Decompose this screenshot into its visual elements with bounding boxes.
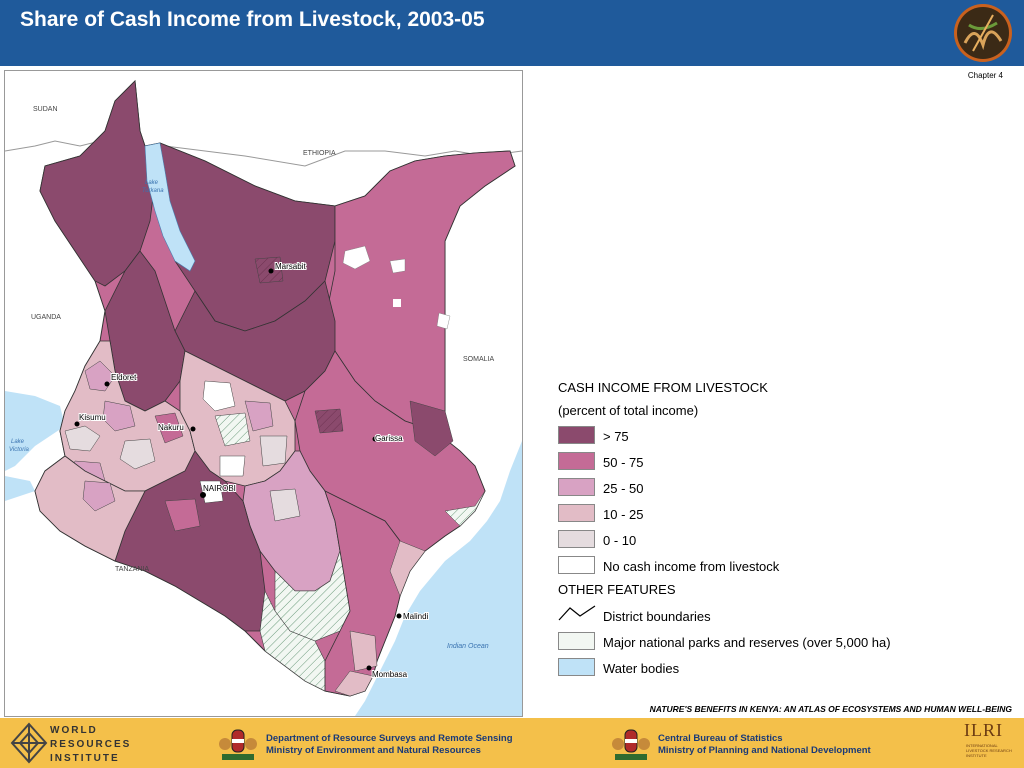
lake-turkana: [144, 142, 196, 272]
legend-label-water: Water bodies: [603, 661, 680, 676]
swatch-water: [558, 658, 595, 676]
ilri-logo: ILRI INTERNATIONAL LIVESTOCK RESEARCH IN…: [964, 720, 1012, 758]
wri-logo-icon: [10, 722, 48, 764]
legend-other-title: OTHER FEATURES: [558, 582, 676, 597]
atlas-note: NATURE'S BENEFITS IN KENYA: AN ATLAS OF …: [649, 704, 1012, 714]
svg-text:Indian Ocean: Indian Ocean: [447, 643, 489, 650]
chapter-label: Chapter 4: [967, 71, 1003, 80]
legend-label-25-50: 25 - 50: [603, 481, 644, 496]
city-eldoret: Eldoret: [111, 373, 137, 382]
svg-text:Turkana: Turkana: [142, 188, 164, 194]
label-ethiopia: ETHIOPIA: [303, 150, 336, 157]
city-malindi: Malindi: [403, 612, 429, 621]
dept-central-bureau: Central Bureau of Statistics Ministry of…: [658, 733, 871, 756]
label-somalia: SOMALIA: [463, 356, 494, 363]
livestock-emblem-icon: [954, 4, 1012, 62]
kenya-coat-of-arms-icon: [219, 729, 257, 760]
svg-text:Lake: Lake: [145, 180, 159, 186]
city-garissa: Garissa: [375, 434, 403, 443]
city-nairobi: NAIROBI: [203, 484, 236, 493]
city-nakuru: Nakuru: [158, 423, 184, 432]
lake-victoria: [5, 391, 65, 471]
header-bar: Share of Cash Income from Livestock, 200…: [0, 0, 1024, 66]
swatch-gt75: [558, 426, 595, 444]
legend-label-districts: District boundaries: [603, 609, 711, 624]
legend-label-gt75: > 75: [603, 429, 629, 444]
swatch-0-10: [558, 530, 595, 548]
map-svg: SUDAN ETHIOPIA UGANDA SOMALIA TANZANIA L…: [5, 71, 522, 716]
wri-name: WORLD RESOURCES INSTITUTE: [50, 725, 132, 764]
legend-label-parks: Major national parks and reserves (over …: [603, 635, 891, 650]
legend-label-50-75: 50 - 75: [603, 455, 644, 470]
label-tanzania: TANZANIA: [115, 566, 149, 573]
svg-text:Lake: Lake: [11, 439, 25, 445]
svg-text:Victoria: Victoria: [9, 447, 30, 453]
district-boundary-icon: [558, 605, 596, 621]
swatch-parks: [558, 632, 595, 650]
legend-title: CASH INCOME FROM LIVESTOCK: [558, 380, 768, 395]
legend-label-none: No cash income from livestock: [603, 559, 780, 574]
swatch-50-75: [558, 452, 595, 470]
city-mombasa: Mombasa: [372, 670, 408, 679]
label-uganda: UGANDA: [31, 314, 61, 321]
label-sudan: SUDAN: [33, 106, 58, 113]
dept-resource-surveys: Department of Resource Surveys and Remot…: [266, 733, 513, 756]
swatch-none: [558, 556, 595, 574]
legend-label-10-25: 10 - 25: [603, 507, 644, 522]
page-title: Share of Cash Income from Livestock, 200…: [20, 8, 485, 31]
legend-label-0-10: 0 - 10: [603, 533, 637, 548]
footer-bar: WORLD RESOURCES INSTITUTE Department of …: [0, 718, 1024, 768]
indian-ocean: [355, 441, 522, 716]
city-kisumu: Kisumu: [79, 413, 106, 422]
swatch-25-50: [558, 478, 595, 496]
kenya-map: SUDAN ETHIOPIA UGANDA SOMALIA TANZANIA L…: [4, 70, 523, 717]
city-marsabit: Marsabit: [275, 262, 306, 271]
legend-subtitle: (percent of total income): [558, 403, 699, 418]
swatch-10-25: [558, 504, 595, 522]
kenya-coat-of-arms-icon-2: [612, 729, 650, 760]
